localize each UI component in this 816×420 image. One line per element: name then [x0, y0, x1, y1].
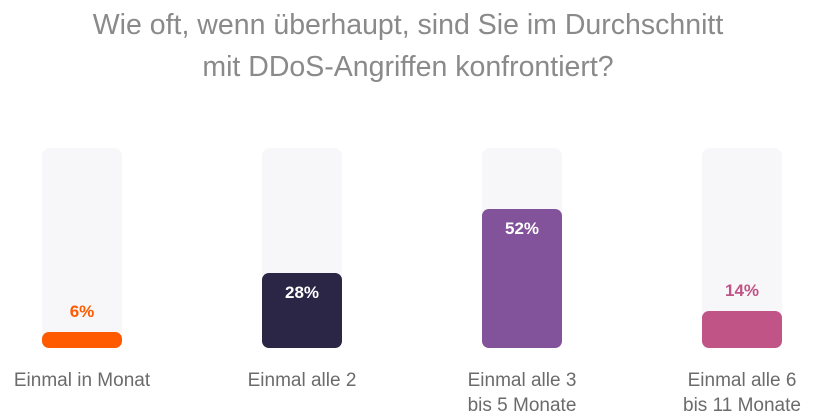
chart-title: Wie oft, wenn überhaupt, sind Sie im Dur… — [92, 9, 724, 83]
bar — [702, 311, 782, 348]
category-label: Einmal alle 3 bis 5 Monate — [467, 370, 577, 416]
bar-track — [42, 148, 122, 348]
category-label: Einmal alle 2 — [247, 370, 357, 391]
data-label: 6% — [69, 302, 95, 321]
data-label: 14% — [724, 281, 760, 300]
category-label: Einmal alle 6 bis 11 Monate — [683, 370, 801, 416]
category-label: Einmal in Monat — [13, 370, 151, 391]
bar — [482, 209, 562, 348]
bar — [262, 273, 342, 348]
data-label: 28% — [284, 283, 320, 302]
bar — [42, 332, 122, 348]
data-label: 52% — [504, 219, 540, 238]
